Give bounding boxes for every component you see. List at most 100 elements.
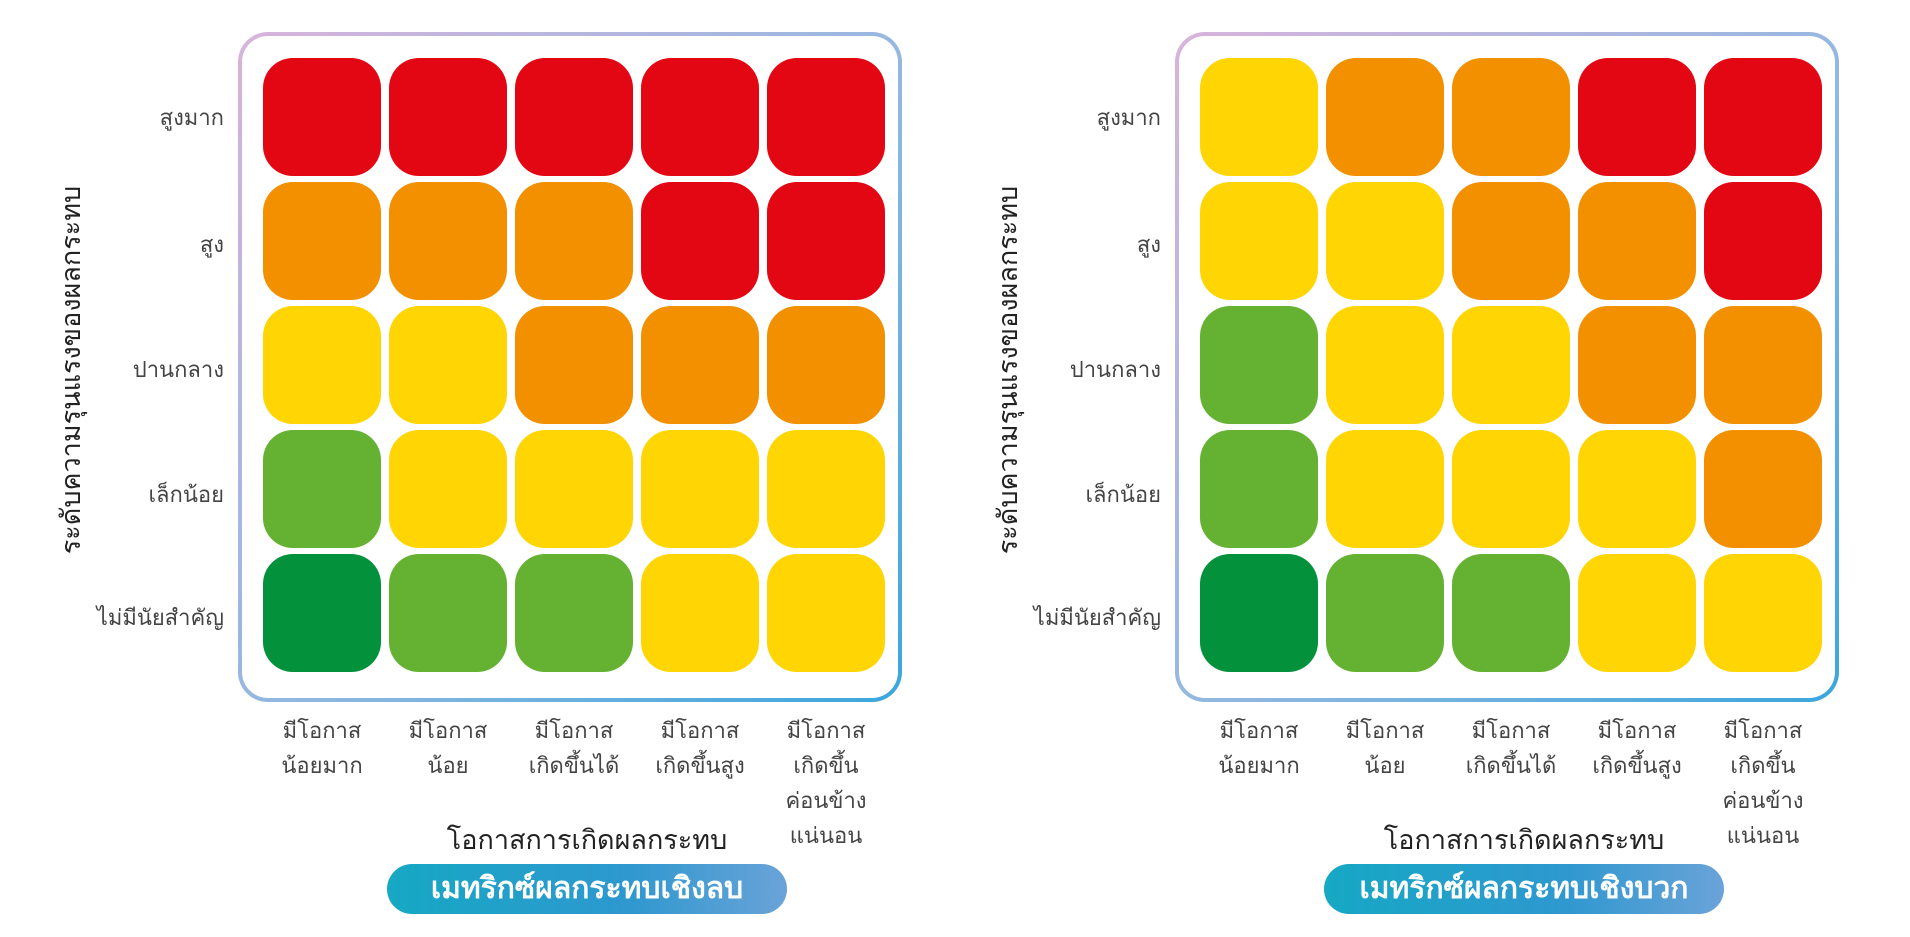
- matrix-cell: [389, 554, 507, 672]
- matrix-cell: [263, 430, 381, 548]
- likelihood-label: มีโอกาสน้อยมาก: [260, 714, 384, 784]
- matrix-caption: เมทริกซ์ผลกระทบเชิงลบ: [387, 864, 787, 914]
- severity-label: สูงมาก: [159, 106, 224, 131]
- likelihood-label-line: มีโอกาส: [660, 719, 740, 744]
- severity-label: ปานกลาง: [132, 358, 224, 383]
- severity-label: สูง: [1136, 233, 1161, 258]
- matrix-cell: [389, 58, 507, 176]
- matrix-cell: [1704, 430, 1822, 548]
- likelihood-label: มีโอกาสน้อย: [386, 714, 510, 784]
- matrix-cell: [641, 430, 759, 548]
- severity-label: เล็กน้อย: [148, 483, 224, 508]
- matrix-positive: สูงมาก สูง ปานกลาง เล็กน้อย ไม่มีนัยสำคัญ ระด…: [937, 0, 1892, 937]
- matrix-cell: [1326, 306, 1444, 424]
- matrix-cell: [1200, 306, 1318, 424]
- likelihood-label: มีโอกาสเกิดขึ้นสูง: [638, 714, 762, 784]
- matrix-cell: [515, 182, 633, 300]
- likelihood-label: มีโอกาสน้อยมาก: [1197, 714, 1321, 784]
- matrix-cell: [1326, 554, 1444, 672]
- likelihood-label: มีโอกาสเกิดขึ้นค่อนข้างแน่นอน: [1701, 714, 1825, 854]
- likelihood-label: มีโอกาสเกิดขึ้นค่อนข้างแน่นอน: [764, 714, 888, 854]
- severity-label: สูงมาก: [1096, 106, 1161, 131]
- matrix-cell: [1704, 58, 1822, 176]
- likelihood-label-line: มีโอกาส: [1471, 719, 1551, 744]
- matrix-cell: [389, 430, 507, 548]
- matrix-cell: [767, 306, 885, 424]
- matrix-cell: [1200, 182, 1318, 300]
- matrix-cell: [1578, 554, 1696, 672]
- likelihood-label-line: มีโอกาส: [1597, 719, 1677, 744]
- matrix-cell: [1704, 306, 1822, 424]
- matrix-cell: [1326, 430, 1444, 548]
- likelihood-label-line: เกิดขึ้นสูง: [1592, 754, 1682, 779]
- likelihood-label-line: มีโอกาส: [1219, 719, 1299, 744]
- likelihood-label-line: ค่อนข้าง: [785, 789, 867, 814]
- likelihood-label: มีโอกาสน้อย: [1323, 714, 1447, 784]
- matrix-cell: [1200, 554, 1318, 672]
- x-axis-title: โอกาสการเกิดผลกระทบ: [1383, 825, 1665, 856]
- matrix-caption: เมทริกซ์ผลกระทบเชิงบวก: [1324, 864, 1724, 914]
- y-axis-title: ระดับความรุนแรงของผลกระทบ: [56, 185, 87, 555]
- severity-label: ไม่มีนัยสำคัญ: [1033, 606, 1161, 631]
- matrix-cell: [767, 554, 885, 672]
- matrix-cell: [1578, 182, 1696, 300]
- likelihood-label-line: มีโอกาส: [1723, 719, 1803, 744]
- likelihood-label-line: น้อยมาก: [1218, 754, 1300, 779]
- matrix-cell: [1578, 430, 1696, 548]
- matrix-cell: [1452, 58, 1570, 176]
- matrix-cell: [641, 58, 759, 176]
- severity-label: ไม่มีนัยสำคัญ: [96, 606, 224, 631]
- matrix-cell: [1578, 306, 1696, 424]
- matrix-cell: [515, 430, 633, 548]
- matrix-cell: [1452, 430, 1570, 548]
- matrix-cell: [641, 554, 759, 672]
- likelihood-label-line: น้อย: [1364, 754, 1406, 779]
- likelihood-label-line: มีโอกาส: [786, 719, 866, 744]
- likelihood-label-line: แน่นอน: [789, 824, 863, 849]
- likelihood-label-line: มีโอกาส: [1345, 719, 1425, 744]
- y-axis-title: ระดับความรุนแรงของผลกระทบ: [993, 185, 1024, 555]
- likelihood-label-line: เกิดขึ้น: [793, 754, 859, 779]
- matrix-cell: [1200, 430, 1318, 548]
- likelihood-label-line: เกิดขึ้นสูง: [655, 754, 745, 779]
- matrix-cell: [263, 554, 381, 672]
- likelihood-label-line: น้อยมาก: [281, 754, 363, 779]
- matrix-cell: [263, 58, 381, 176]
- matrix-cell: [1200, 58, 1318, 176]
- likelihood-label: มีโอกาสเกิดขึ้นได้: [1449, 714, 1573, 784]
- likelihood-label-line: ค่อนข้าง: [1722, 789, 1804, 814]
- likelihood-label: มีโอกาสเกิดขึ้นได้: [512, 714, 636, 784]
- severity-label: เล็กน้อย: [1085, 483, 1161, 508]
- matrix-cell: [389, 306, 507, 424]
- matrix-cell: [767, 182, 885, 300]
- matrix-cell: [1452, 182, 1570, 300]
- likelihood-label-line: มีโอกาส: [282, 719, 362, 744]
- matrix-cell: [515, 554, 633, 672]
- matrix-cell: [767, 430, 885, 548]
- matrix-cell: [389, 182, 507, 300]
- matrix-cell: [263, 182, 381, 300]
- matrix-cell: [1704, 554, 1822, 672]
- likelihood-label-line: มีโอกาส: [408, 719, 488, 744]
- matrix-cell: [1578, 58, 1696, 176]
- x-axis-title: โอกาสการเกิดผลกระทบ: [446, 825, 728, 856]
- matrix-negative: สูงมากสูงปานกลางเล็กน้อยไม่มีนัยสำคัญ ระด…: [56, 36, 898, 914]
- matrix-cell: [1326, 182, 1444, 300]
- matrix-cell: [641, 182, 759, 300]
- matrix-cell: [767, 58, 885, 176]
- likelihood-label-line: น้อย: [427, 754, 469, 779]
- matrix-cell: [641, 306, 759, 424]
- matrix-cell: [1704, 182, 1822, 300]
- matrix-cell: [1326, 58, 1444, 176]
- matrix-cell: [1452, 554, 1570, 672]
- likelihood-label-line: เกิดขึ้น: [1730, 754, 1796, 779]
- likelihood-label-line: เกิดขึ้นได้: [1465, 754, 1557, 779]
- matrix-cell: [515, 306, 633, 424]
- matrix-cell: [263, 306, 381, 424]
- severity-label: สูง: [199, 233, 224, 258]
- matrix-cell: [1452, 306, 1570, 424]
- likelihood-label-line: แน่นอน: [1726, 824, 1800, 849]
- matrix-cell: [515, 58, 633, 176]
- likelihood-label-line: มีโอกาส: [534, 719, 614, 744]
- likelihood-label-line: เกิดขึ้นได้: [528, 754, 620, 779]
